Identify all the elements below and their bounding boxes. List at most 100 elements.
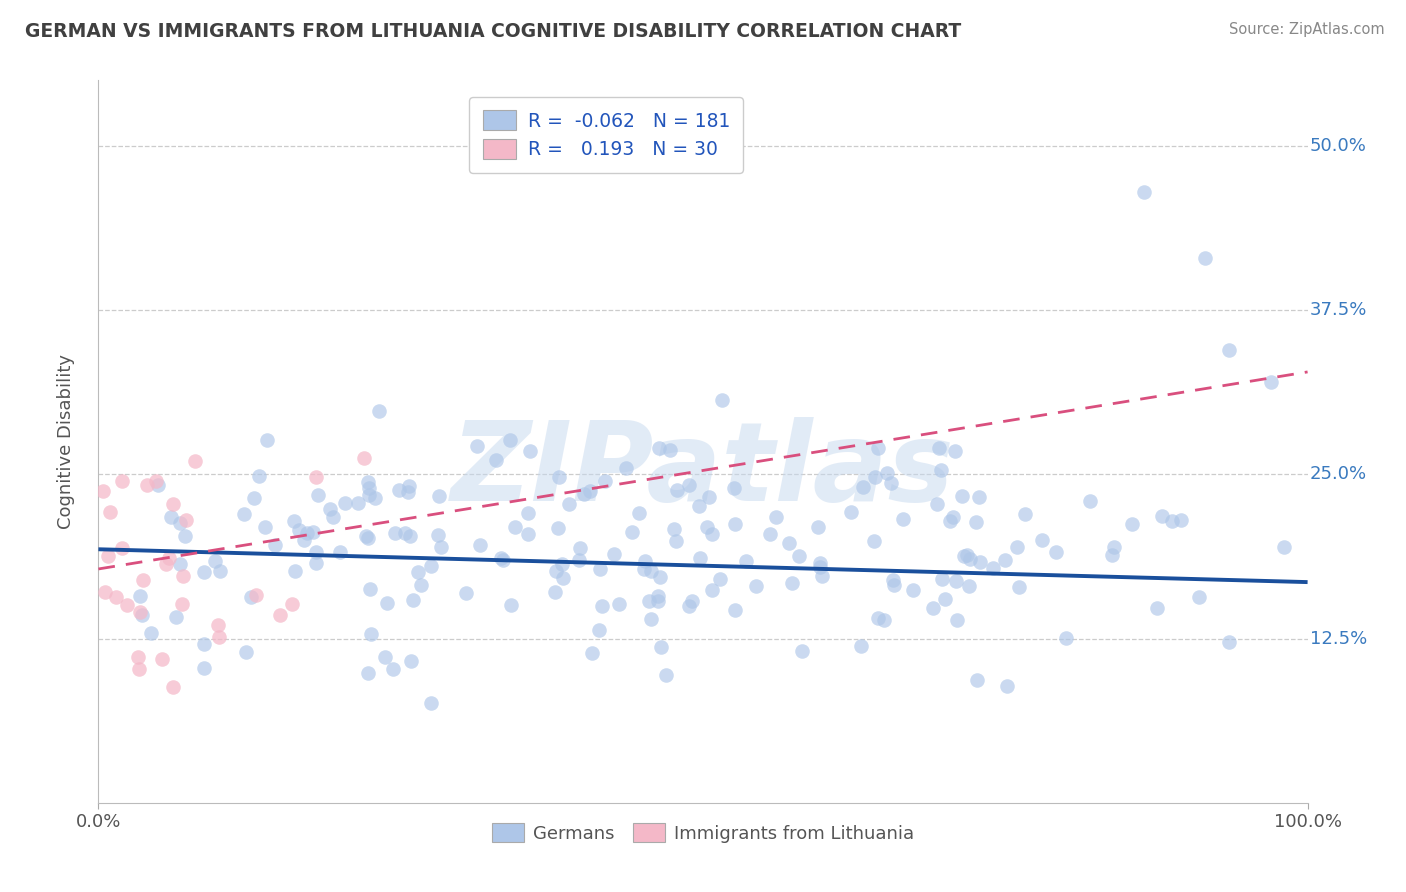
Point: [204, 554, 226, 568]
Point: [724, 516, 747, 531]
Point: [882, 573, 904, 587]
Legend: Germans, Immigrants from Lithuania: Germans, Immigrants from Lithuania: [482, 814, 924, 852]
Point: [959, 551, 981, 566]
Point: [921, 601, 943, 615]
Point: [1152, 509, 1174, 524]
Point: [288, 523, 311, 537]
Point: [256, 433, 278, 447]
Point: [849, 639, 872, 653]
Point: [780, 576, 803, 591]
Point: [569, 541, 592, 555]
Point: [942, 509, 965, 524]
Point: [399, 654, 422, 668]
Point: [950, 489, 973, 503]
Point: [744, 579, 766, 593]
Text: 50.0%: 50.0%: [1310, 137, 1367, 155]
Point: [209, 564, 232, 578]
Point: [408, 565, 430, 579]
Point: [139, 626, 162, 640]
Point: [359, 488, 381, 502]
Point: [233, 508, 256, 522]
Point: [292, 533, 315, 547]
Point: [169, 516, 191, 530]
Point: [778, 536, 800, 550]
Point: [551, 571, 574, 585]
Point: [808, 560, 831, 574]
Point: [925, 497, 948, 511]
Point: [281, 597, 304, 611]
Point: [967, 490, 990, 504]
Point: [711, 393, 734, 408]
Point: [665, 483, 688, 498]
Point: [489, 550, 512, 565]
Point: [547, 520, 569, 534]
Point: [994, 553, 1017, 567]
Point: [322, 509, 344, 524]
Point: [302, 524, 325, 539]
Point: [603, 547, 626, 561]
Point: [269, 608, 291, 623]
Point: [689, 551, 711, 566]
Point: [174, 529, 197, 543]
Point: [94, 584, 117, 599]
Point: [492, 552, 515, 566]
Point: [873, 613, 896, 627]
Point: [1008, 580, 1031, 594]
Point: [148, 478, 170, 492]
Point: [678, 599, 700, 613]
Point: [1031, 533, 1053, 547]
Point: [943, 443, 966, 458]
Point: [931, 572, 953, 586]
Point: [891, 512, 914, 526]
Point: [662, 522, 685, 536]
Text: ZIPatlas: ZIPatlas: [451, 417, 955, 524]
Point: [356, 665, 378, 680]
Point: [398, 478, 420, 492]
Point: [650, 640, 672, 654]
Point: [305, 470, 328, 484]
Point: [357, 531, 380, 545]
Point: [516, 506, 538, 520]
Point: [427, 528, 450, 542]
Point: [790, 644, 813, 658]
Point: [579, 484, 602, 499]
Point: [208, 630, 231, 644]
Point: [169, 557, 191, 571]
Point: [359, 582, 381, 596]
Point: [155, 557, 177, 571]
Point: [430, 540, 453, 554]
Point: [354, 529, 377, 543]
Point: [883, 578, 905, 592]
Point: [420, 696, 443, 710]
Point: [131, 573, 153, 587]
Point: [419, 559, 441, 574]
Point: [193, 660, 215, 674]
Point: [91, 484, 114, 499]
Point: [162, 681, 184, 695]
Point: [263, 538, 285, 552]
Point: [283, 514, 305, 528]
Point: [696, 520, 718, 534]
Point: [368, 404, 391, 418]
Point: [284, 564, 307, 578]
Point: [104, 590, 127, 604]
Point: [581, 646, 603, 660]
Point: [501, 599, 523, 613]
Point: [946, 613, 969, 627]
Point: [709, 573, 731, 587]
Point: [723, 481, 745, 495]
Text: 25.0%: 25.0%: [1310, 466, 1367, 483]
Point: [1101, 548, 1123, 562]
Point: [193, 565, 215, 579]
Point: [305, 545, 328, 559]
Point: [868, 441, 890, 455]
Point: [498, 433, 520, 447]
Point: [659, 442, 682, 457]
Point: [765, 510, 787, 524]
Point: [810, 569, 832, 583]
Point: [295, 525, 318, 540]
Point: [128, 650, 150, 665]
Point: [145, 475, 167, 489]
Point: [333, 496, 356, 510]
Y-axis label: Cognitive Disability: Cognitive Disability: [56, 354, 75, 529]
